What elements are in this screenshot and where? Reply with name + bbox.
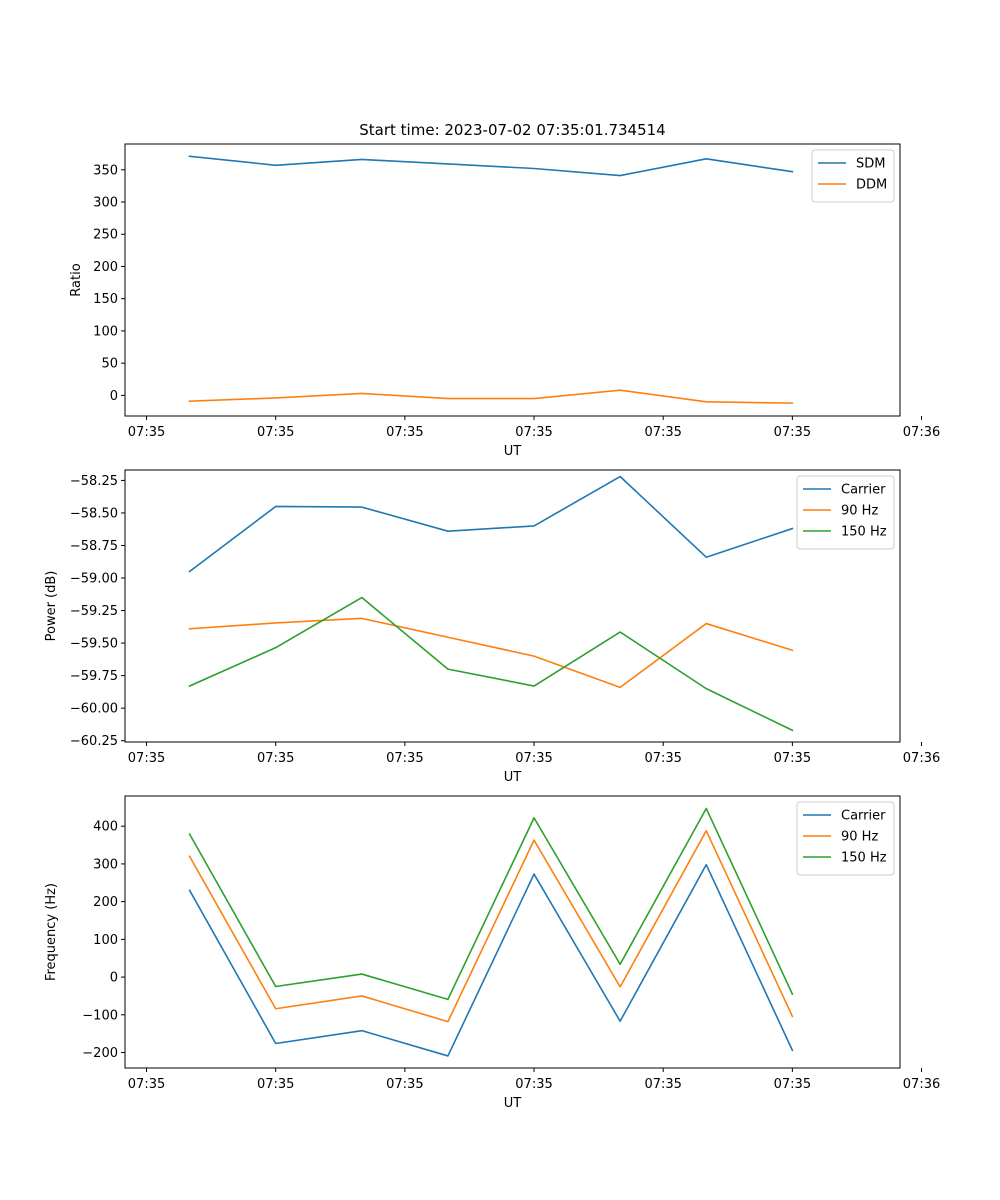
axes-frame <box>124 469 901 743</box>
chart-1: Start time: 2023-07-02 07:35:01.734514 07… <box>69 121 940 459</box>
y-tick-label: 300 <box>93 196 118 211</box>
x-tick-label: 07:35 <box>774 1077 811 1092</box>
y-tick-label: 300 <box>93 857 118 872</box>
y-tick-label: −59.75 <box>70 669 118 684</box>
y-tick-label: 150 <box>93 292 118 307</box>
series-line-90-hz <box>188 617 794 689</box>
axes-frame <box>124 795 901 1069</box>
x-tick-label: 07:35 <box>515 1077 552 1092</box>
x-tick-label: 07:35 <box>128 751 165 766</box>
series-line-90-hz <box>188 829 794 1023</box>
y-tick-label: 200 <box>93 895 118 910</box>
y-axis-label: Power (dB) <box>44 571 59 642</box>
legend-label-90-hz: 90 Hz <box>841 504 878 519</box>
legend: Carrier 90 Hz 150 Hz <box>796 475 895 550</box>
x-tick-label: 07:36 <box>903 425 940 440</box>
y-tick-label: −100 <box>82 1008 118 1023</box>
axes-frame <box>124 143 901 417</box>
chart-2: 07:35 07:35 07:35 07:35 07:35 07:35 07:36 −60.2… <box>44 469 940 785</box>
y-tick-label: 0 <box>110 971 118 986</box>
y-tick-label: −60.25 <box>70 734 118 749</box>
y-tick-label: −58.75 <box>70 539 118 554</box>
series-line-150-hz <box>188 807 794 1001</box>
legend-label-150-hz: 150 Hz <box>841 851 887 866</box>
x-axis-label: UT <box>504 1096 522 1111</box>
y-tick-label: 250 <box>93 228 118 243</box>
x-tick-label: 07:35 <box>257 1077 294 1092</box>
y-axis-label: Ratio <box>69 263 84 296</box>
legend-label-90-hz: 90 Hz <box>841 830 878 845</box>
x-tick-label: 07:35 <box>128 425 165 440</box>
x-axis-label: UT <box>504 770 522 785</box>
y-tick-label: −58.50 <box>70 506 118 521</box>
series-line-ddm <box>188 389 794 404</box>
x-tick-label: 07:35 <box>128 1077 165 1092</box>
legend: Carrier 90 Hz 150 Hz <box>796 801 895 876</box>
x-tick-label: 07:36 <box>903 1077 940 1092</box>
legend-label-carrier: Carrier <box>841 809 886 824</box>
y-tick-label: −59.50 <box>70 637 118 652</box>
x-tick-label: 07:35 <box>644 425 681 440</box>
chart-3: 07:35 07:35 07:35 07:35 07:35 07:35 07:36 −200 −… <box>44 795 940 1111</box>
x-tick-label: 07:35 <box>386 751 423 766</box>
y-tick-label: −200 <box>82 1046 118 1061</box>
legend-label-sdm: SDM <box>856 157 885 172</box>
y-tick-label: −59.25 <box>70 604 118 619</box>
x-tick-label: 07:35 <box>515 425 552 440</box>
y-tick-label: 200 <box>93 260 118 275</box>
y-tick-label: 350 <box>93 163 118 178</box>
x-tick-label: 07:35 <box>386 1077 423 1092</box>
x-tick-label: 07:35 <box>257 425 294 440</box>
y-tick-label: 100 <box>93 933 118 948</box>
y-tick-label: −60.00 <box>70 702 118 717</box>
y-tick-label: 50 <box>101 357 118 372</box>
x-tick-label: 07:35 <box>774 751 811 766</box>
y-tick-label: −59.00 <box>70 572 118 587</box>
y-tick-label: 400 <box>93 820 118 835</box>
legend-label-150-hz: 150 Hz <box>841 525 887 540</box>
y-tick-label: 0 <box>110 389 118 404</box>
x-tick-label: 07:36 <box>903 751 940 766</box>
series-line-150-hz <box>188 596 794 732</box>
x-tick-label: 07:35 <box>774 425 811 440</box>
x-axis-label: UT <box>504 444 522 459</box>
legend-label-ddm: DDM <box>856 178 887 193</box>
y-axis-label: Frequency (Hz) <box>44 883 59 981</box>
series-line-carrier <box>188 863 794 1057</box>
legend: SDM DDM <box>811 149 895 203</box>
legend-label-carrier: Carrier <box>841 483 886 498</box>
series-line-sdm <box>188 155 794 177</box>
x-tick-label: 07:35 <box>644 1077 681 1092</box>
x-tick-label: 07:35 <box>515 751 552 766</box>
x-tick-label: 07:35 <box>644 751 681 766</box>
series-line-carrier <box>188 475 794 573</box>
y-tick-label: 100 <box>93 324 118 339</box>
chart-title: Start time: 2023-07-02 07:35:01.734514 <box>359 121 665 139</box>
x-tick-label: 07:35 <box>386 425 423 440</box>
x-tick-label: 07:35 <box>257 751 294 766</box>
y-tick-label: −58.25 <box>70 474 118 489</box>
